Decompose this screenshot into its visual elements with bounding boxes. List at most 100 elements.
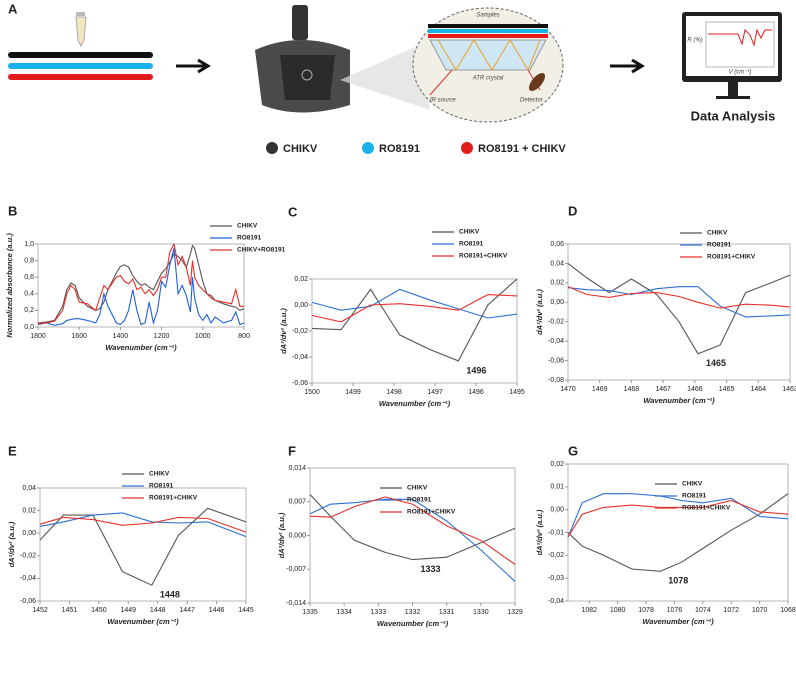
x-tick-label: 1451 — [62, 607, 78, 614]
x-tick-label: 1331 — [439, 609, 455, 616]
x-tick-label: 1446 — [209, 607, 225, 614]
series-line — [37, 242, 244, 325]
y-tick-label: 0,04 — [22, 485, 36, 492]
legend-dot — [362, 142, 374, 154]
detector — [528, 72, 546, 92]
legend-dot — [266, 142, 278, 154]
y-tick-label: 0,014 — [288, 465, 306, 472]
y-axis-label: dA²/dv² (a.u.) — [7, 521, 16, 567]
series-line — [311, 294, 518, 323]
y-tick-label: 0,007 — [288, 499, 306, 506]
x-tick-label: 1078 — [638, 607, 654, 614]
y-tick-label: -0,06 — [548, 357, 564, 364]
legend-text: RO8191 + CHIKV — [478, 143, 566, 155]
x-tick-label: 1080 — [610, 607, 626, 614]
instrument-front — [280, 55, 335, 100]
x-tick-label: 1072 — [723, 607, 739, 614]
y-tick-label: -0,06 — [20, 598, 36, 605]
x-tick-label: 1467 — [655, 386, 671, 393]
tube — [75, 16, 87, 48]
panel-label: D — [568, 203, 577, 218]
chart-panel: E -0,06 -0,04 -0,02 0,00 0,02 0,04 1452 1451 1450… — [7, 443, 254, 626]
y-tick-label: 0,06 — [550, 241, 564, 248]
diagram-label: IR source — [430, 98, 456, 104]
legend-text: CHIKV — [407, 485, 428, 492]
screen-spectrum — [708, 28, 772, 47]
x-tick-label: 1000 — [195, 333, 211, 340]
legend-text: RO8191+CHIKV — [682, 505, 731, 512]
zoom-cone — [340, 45, 430, 110]
series-line — [567, 493, 789, 572]
x-axis-label: Wavenumber (cm⁻¹) — [642, 617, 714, 626]
diagram-label: Detector — [520, 98, 544, 104]
screen-plot — [705, 21, 775, 68]
annotation: 1333 — [421, 564, 441, 574]
x-tick-label: 1400 — [113, 333, 129, 340]
series-line — [37, 244, 245, 324]
x-tick-label: 1450 — [91, 607, 107, 614]
y-tick-label: 0,02 — [550, 461, 564, 468]
x-axis-label: Wavenumber (cm⁻¹) — [377, 619, 449, 628]
diagram-label: Data Analysis — [691, 108, 776, 123]
x-tick-label: 1447 — [179, 607, 195, 614]
y-tick-label: -0,04 — [548, 598, 564, 605]
legend-text: CHIKV+RO8191 — [237, 247, 286, 254]
y-tick-label: -0,06 — [292, 380, 308, 387]
chart-panel: B 0,0 0,2 0,4 0,6 0,8 1,0 1800 1600 1400 1200 1000 8… — [5, 203, 286, 352]
y-tick-label: -0,02 — [20, 553, 36, 560]
x-tick-label: 1600 — [71, 333, 87, 340]
annotation: 1078 — [668, 576, 688, 586]
y-tick-label: -0,007 — [286, 566, 306, 573]
y-tick-label: -0,03 — [548, 575, 564, 582]
plot-frame — [37, 243, 245, 328]
x-tick-label: 1076 — [667, 607, 683, 614]
legend-text: RO8191 — [149, 483, 174, 490]
y-axis-label: dA²/dv² (a.u.) — [535, 289, 544, 335]
panel-label: G — [568, 443, 578, 458]
tube-cap — [76, 12, 85, 16]
annotation: 1496 — [466, 365, 486, 375]
x-tick-label: 1445 — [238, 607, 254, 614]
x-tick-label: 1074 — [695, 607, 711, 614]
y-tick-label: 0,02 — [550, 280, 564, 287]
x-tick-label: 800 — [238, 333, 250, 340]
series-line — [311, 278, 518, 362]
panel-label: F — [288, 443, 296, 458]
legend-text: RO8191 — [682, 493, 707, 500]
plot-frame — [39, 487, 247, 602]
x-axis-label: Wavenumber (cm⁻¹) — [105, 343, 177, 352]
legend-text: RO8191+CHIKV — [149, 495, 198, 502]
legend-text: RO8191 — [407, 497, 432, 504]
logo — [301, 69, 313, 81]
y-tick-label: 0,02 — [294, 276, 308, 283]
x-tick-label: 1070 — [752, 607, 768, 614]
y-tick-label: 0,8 — [24, 257, 34, 264]
x-tick-label: 1068 — [780, 607, 796, 614]
y-tick-label: 0,0 — [24, 324, 34, 331]
chart-panel: F -0,014 -0,007 0,000 0,007 0,014 1335 1334 1333… — [277, 443, 523, 628]
series-line — [309, 498, 516, 582]
series-line — [39, 516, 247, 533]
y-axis-label: dA²/dv² (a.u.) — [279, 308, 288, 354]
instrument-knob — [292, 5, 308, 40]
diagram-label: V (cm⁻¹) — [729, 70, 752, 76]
series-line — [567, 499, 789, 538]
chart-panel: G -0,04 -0,03 -0,02 -0,01 0,00 0,01 0,02 1082 108… — [535, 443, 796, 626]
x-tick-label: 1466 — [687, 386, 703, 393]
legend-text: RO8191+CHIKV — [707, 254, 756, 261]
series-line — [311, 288, 518, 319]
series-line — [567, 286, 791, 318]
panel-a: A Samples ATR crystal IR source Detector… — [8, 1, 782, 155]
y-tick-label: -0,01 — [548, 529, 564, 536]
legend-text: RO8191 — [459, 241, 484, 248]
y-tick-label: -0,08 — [548, 377, 564, 384]
y-tick-label: -0,02 — [548, 552, 564, 559]
x-tick-label: 1500 — [304, 389, 320, 396]
diagram-label: R (%) — [687, 38, 702, 44]
legend-text: CHIKV — [707, 230, 728, 237]
y-tick-label: 0,01 — [550, 484, 564, 491]
x-tick-label: 1495 — [509, 389, 525, 396]
screen — [686, 16, 778, 76]
series-line — [567, 493, 789, 538]
